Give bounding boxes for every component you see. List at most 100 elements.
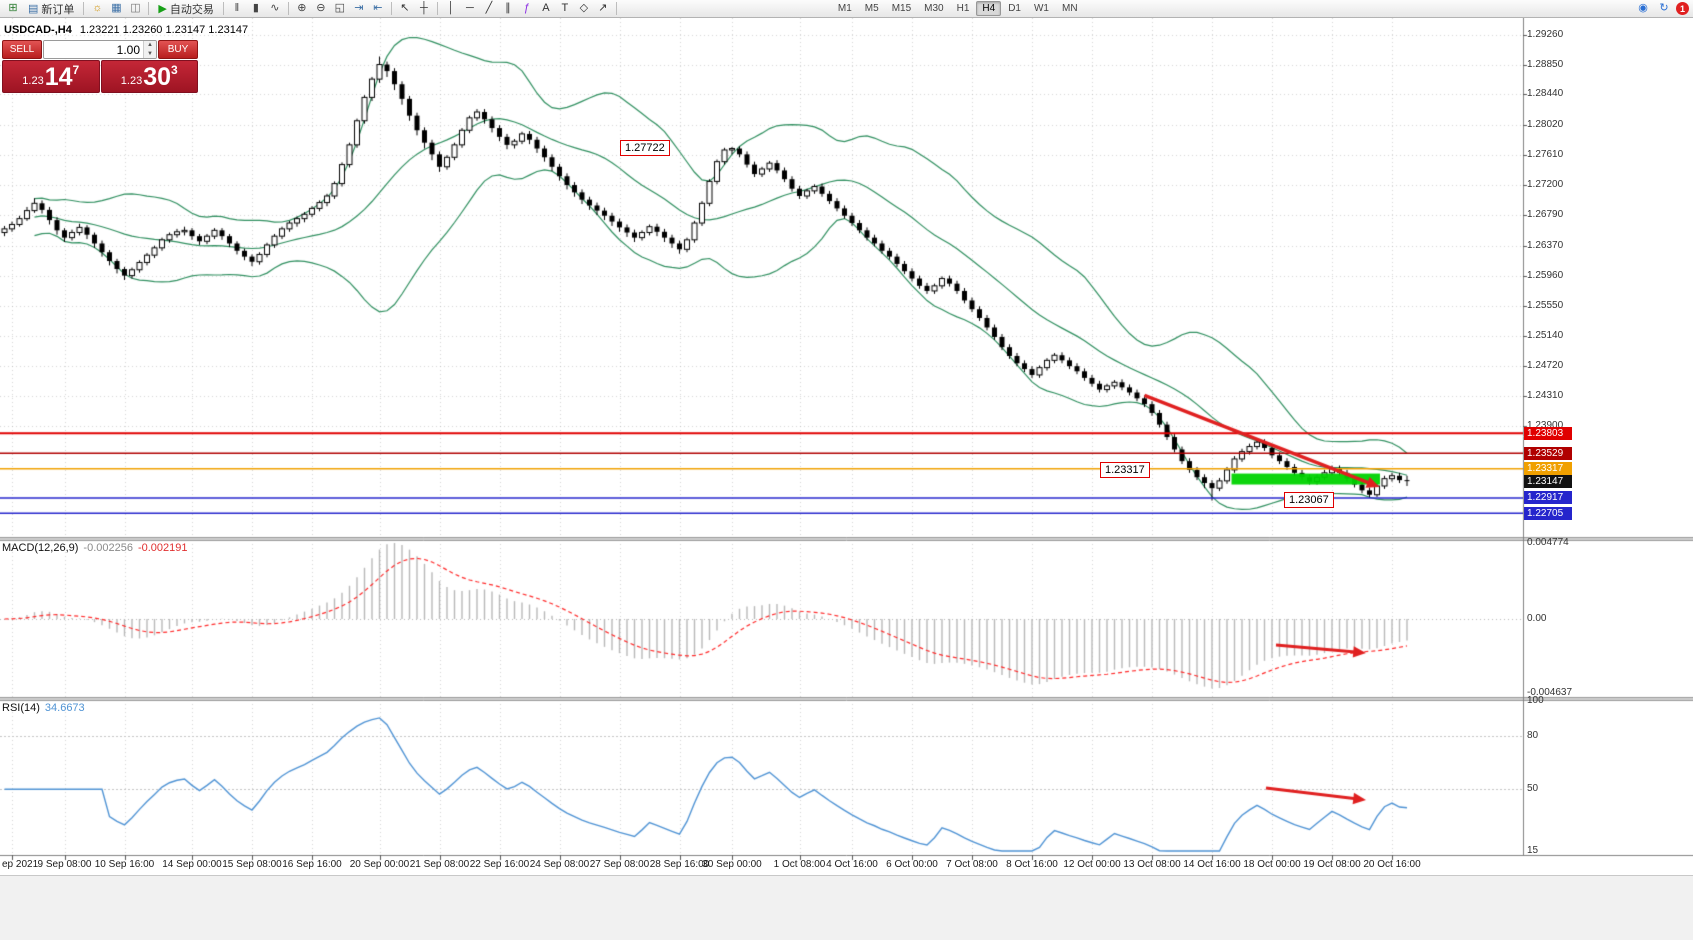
time-axis-label: ep 2021 [2, 859, 39, 870]
time-axis-label: 14 Oct 16:00 [1183, 859, 1241, 870]
price-callout-label[interactable]: 1.23067 [1284, 492, 1334, 508]
time-axis-label: 13 Oct 08:00 [1123, 859, 1181, 870]
price-tick-label: 1.25960 [1527, 269, 1564, 281]
crosshair-icon[interactable]: ┼ [419, 2, 428, 14]
price-chart-canvas[interactable] [0, 18, 1693, 875]
horizontal-line-icon[interactable]: ─ [465, 2, 474, 14]
time-axis-label: 10 Sep 16:00 [94, 859, 155, 870]
fibonacci-icon[interactable]: ƒ [523, 2, 530, 14]
toolbar-separator [615, 2, 617, 15]
toolbar-separator [390, 2, 392, 15]
macd-main-value: -0.002256 [83, 542, 133, 554]
time-axis-label: 1 Oct 08:00 [773, 859, 826, 870]
toolbar-separator [83, 2, 85, 15]
toolbar-separator [148, 2, 150, 15]
price-callout-label[interactable]: 1.23317 [1100, 462, 1150, 478]
chart-shift-icon[interactable]: ⇤ [373, 2, 383, 14]
new-order-button-icon: ▤ [28, 3, 39, 15]
price-tick-label: 1.26370 [1527, 239, 1564, 251]
time-axis-label: 18 Oct 00:00 [1243, 859, 1301, 870]
data-window-icon[interactable]: ▦ [111, 2, 122, 14]
refresh-icon[interactable]: ↻ [1659, 2, 1669, 14]
timeframe-button-mn[interactable]: MN [1061, 3, 1078, 14]
auto-trading-button-label: 自动交易 [169, 3, 214, 16]
price-tick-label: 1.28020 [1527, 119, 1564, 131]
buy-price-prefix: 1.23 [120, 75, 143, 87]
buy-price-panel[interactable]: 1.23 30 3 [100, 60, 198, 93]
tile-windows-icon[interactable]: ◱ [334, 2, 346, 14]
new-chart-icon[interactable]: ⊞ [8, 2, 18, 14]
equidistant-channel-icon[interactable]: ∥ [505, 2, 511, 14]
price-tick-label: 1.27610 [1527, 149, 1564, 161]
text-label-icon[interactable]: T [561, 2, 569, 14]
sell-button[interactable]: SELL [2, 40, 42, 59]
cursor-icon[interactable]: ↖ [400, 2, 410, 14]
toolbar-separator [222, 2, 224, 15]
price-tick-label: 1.28850 [1527, 58, 1564, 70]
line-chart-type-icon[interactable]: ∿ [270, 2, 280, 14]
time-axis-label: 28 Sep 16:00 [649, 859, 710, 870]
price-line-tag: 1.22705 [1524, 506, 1572, 520]
market-watch-icon[interactable]: ☼ [92, 2, 103, 14]
new-order-button[interactable]: ▤ 新订单 [23, 1, 79, 17]
timeframe-button-m15[interactable]: M15 [891, 3, 912, 14]
zoom-in-icon[interactable]: ⊕ [297, 2, 307, 14]
arrows-icon[interactable]: ↗ [598, 2, 608, 14]
candlestick-chart-type-icon[interactable]: ▮ [252, 2, 259, 14]
macd-label: MACD(12,26,9) [2, 542, 79, 554]
trendline-icon[interactable]: ╱ [485, 2, 493, 14]
zoom-out-icon[interactable]: ⊖ [316, 2, 326, 14]
price-line-tag: 1.23529 [1524, 446, 1572, 460]
price-tick-label: 1.25550 [1527, 299, 1564, 311]
bar-chart-type-icon[interactable]: ‖ [234, 2, 240, 14]
chart-symbol-period: USDCAD-,H4 [4, 24, 72, 36]
timeframe-button-h1[interactable]: H1 [956, 3, 970, 14]
navigator-icon[interactable]: ◫ [130, 2, 141, 14]
price-tick-label: 1.27200 [1527, 179, 1564, 191]
rsi-axis-label: 15 [1527, 845, 1539, 856]
volume-up-button[interactable]: ▲ [144, 41, 156, 50]
time-axis-label: 27 Sep 08:00 [589, 859, 650, 870]
volume-down-button[interactable]: ▼ [144, 49, 156, 58]
chart-area: USDCAD-,H4 1.23221 1.23260 1.23147 1.2314… [0, 18, 1693, 875]
timeframe-button-m5[interactable]: M5 [864, 3, 879, 14]
buy-button[interactable]: BUY [158, 40, 198, 59]
rsi-label: RSI(14) [2, 702, 40, 714]
chart-header: USDCAD-,H4 1.23221 1.23260 1.23147 1.2314… [4, 24, 248, 36]
price-tick-label: 1.29260 [1527, 28, 1564, 40]
price-line-tag: 1.23317 [1524, 462, 1572, 476]
shapes-icon[interactable]: ◇ [579, 2, 589, 14]
price-tick-label: 1.25140 [1527, 329, 1564, 341]
price-tick-label: 1.28440 [1527, 88, 1564, 100]
toolbar: ⊞ ▤ 新订单 ☼ ▦ ◫ ▶ 自动交易 ‖ ▮ ∿ ⊕ ⊖ ◱ ⇥ ⇤ ↖ ┼ │ ─ ╱ ∥ ƒ A T ◇ ↗ M1 M5 M15 M… [0, 0, 1693, 18]
timeframe-button-w1[interactable]: W1 [1033, 3, 1049, 14]
buy-price-pipette: 3 [171, 63, 178, 77]
price-callout-label[interactable]: 1.27722 [620, 140, 670, 156]
price-tick-label: 1.26790 [1527, 208, 1564, 220]
auto-trading-button-icon: ▶ [158, 3, 167, 15]
time-axis-label: 8 Oct 16:00 [1006, 859, 1058, 870]
timeframe-button-m30[interactable]: M30 [924, 3, 944, 14]
auto-scroll-icon[interactable]: ⇥ [354, 2, 364, 14]
macd-signal-value: -0.002191 [137, 542, 188, 554]
time-axis-label: 20 Oct 16:00 [1363, 859, 1421, 870]
auto-trading-button[interactable]: ▶ 自动交易 [153, 1, 218, 17]
time-axis-label: 19 Oct 08:00 [1303, 859, 1361, 870]
notifications-badge[interactable]: 1 [1676, 2, 1689, 15]
price-line-tag: 1.23803 [1524, 426, 1572, 440]
time-axis-label: 12 Oct 00:00 [1063, 859, 1121, 870]
macd-axis-label: 0.00 [1527, 613, 1547, 624]
time-axis-label: 9 Sep 08:00 [37, 859, 92, 870]
volume-input[interactable] [44, 41, 143, 58]
timeframe-button-m1[interactable]: M1 [837, 3, 852, 14]
quotes-icon[interactable]: ◉ [1638, 2, 1648, 14]
time-axis-label: 21 Sep 08:00 [409, 859, 470, 870]
timeframe-button-h4[interactable]: H4 [976, 1, 1002, 16]
rsi-axis-label: 100 [1527, 695, 1544, 706]
sell-price-panel[interactable]: 1.23 14 7 [2, 60, 100, 93]
vertical-line-icon[interactable]: │ [447, 2, 455, 14]
timeframe-button-d1[interactable]: D1 [1008, 3, 1021, 14]
toolbar-separator [287, 2, 289, 15]
text-icon[interactable]: A [542, 2, 550, 14]
price-tick-label: 1.24720 [1527, 360, 1564, 372]
